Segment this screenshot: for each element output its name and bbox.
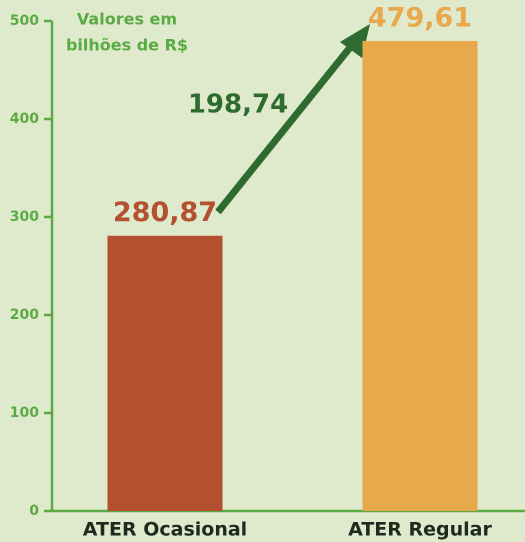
annotation: 198,74 [188, 90, 288, 120]
y-tick-label: 0 [29, 503, 39, 519]
bar [107, 235, 223, 511]
y-tick-label: 100 [10, 405, 39, 421]
y-tick-label: 300 [10, 209, 39, 225]
x-tick-label: ATER Ocasional [83, 519, 247, 541]
y-tick-label: 400 [10, 111, 39, 127]
subtitle-line: bilhões de R$ [66, 36, 188, 55]
value-label: 479,61 [368, 2, 472, 33]
bar [362, 40, 478, 511]
arrow-shaft [215, 42, 355, 215]
y-tick-label: 500 [10, 13, 39, 29]
value-label: 280,87 [113, 197, 217, 228]
y-tick-label: 200 [10, 307, 39, 323]
subtitle-line: Valores em [77, 10, 177, 29]
x-tick-label: ATER Regular [348, 519, 492, 541]
